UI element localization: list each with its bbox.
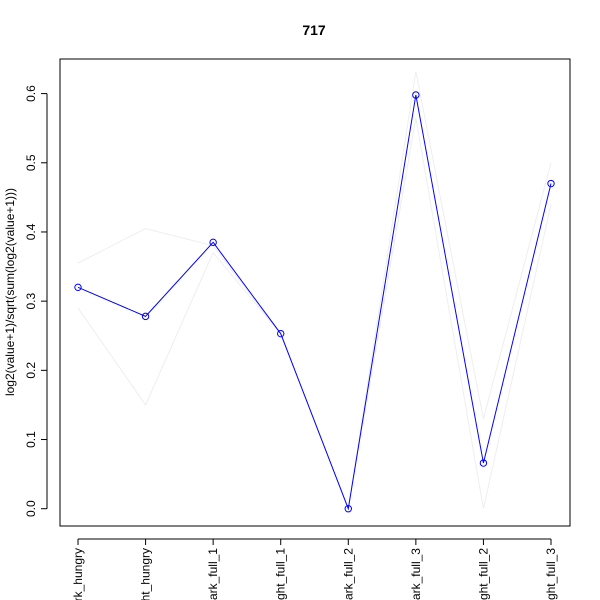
y-tick-label: 0.4 <box>24 223 38 240</box>
plot-frame <box>59 58 571 527</box>
y-tick-label: 0.5 <box>24 154 38 171</box>
x-tick-label: light_hungry <box>139 548 153 600</box>
data-point <box>547 179 555 188</box>
y-tick-label: 0.2 <box>24 362 38 379</box>
y-axis: 0.0 0.1 0.2 0.3 0.4 0.5 0.6 <box>24 85 48 517</box>
chart-title: 717 <box>302 22 326 38</box>
data-point <box>344 505 352 513</box>
x-tick-label: dark_full_1 <box>206 548 220 600</box>
main-series-group <box>74 91 555 513</box>
x-axis: dark_hungry light_hungry dark_full_1 light_… <box>71 538 558 600</box>
y-tick-label: 0.3 <box>24 292 38 309</box>
data-point <box>412 91 420 99</box>
y-tick-label: 0.0 <box>24 500 38 517</box>
data-point <box>209 238 217 247</box>
y-axis-label: log2(value+1)/sqrt(sum(log2(value+1))) <box>3 188 17 396</box>
series-line-main <box>77 94 552 511</box>
x-tick-label: light_full_3 <box>544 548 558 600</box>
x-tick-label: light_full_2 <box>476 548 490 600</box>
y-tick-label: 0.6 <box>24 85 38 102</box>
data-point <box>479 459 488 467</box>
x-tick-label: dark_full_3 <box>409 548 423 600</box>
x-tick-label: dark_hungry <box>71 548 85 600</box>
data-point <box>74 283 82 292</box>
data-point <box>277 329 285 338</box>
x-tick-label: light_full_1 <box>274 548 288 600</box>
y-tick-label: 0.1 <box>24 431 38 448</box>
data-point <box>141 312 150 321</box>
x-tick-label: dark_full_2 <box>341 548 355 600</box>
